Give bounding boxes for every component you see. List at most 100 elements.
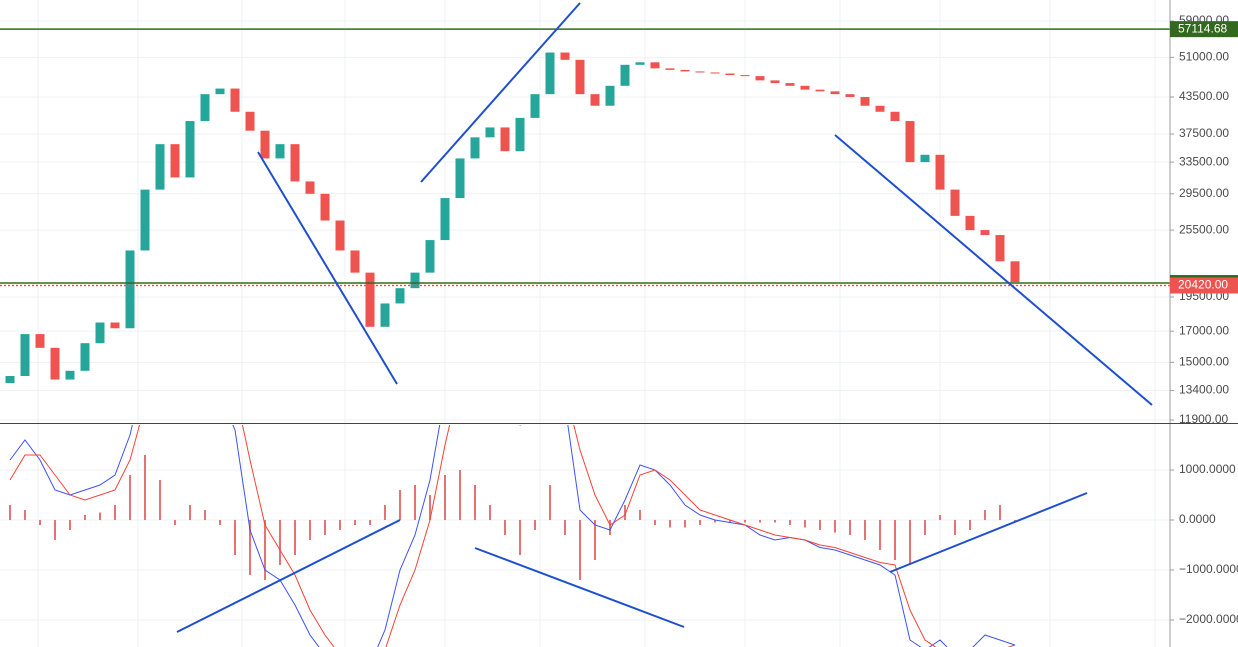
candle-body [995,235,1005,262]
histogram-bar [849,520,851,535]
candle-body [785,83,795,86]
histogram-bar [519,520,521,555]
histogram-bar [1014,520,1016,521]
histogram-bar [339,520,341,530]
candle-body [155,144,165,190]
candle-body [455,158,465,199]
candle-body [710,72,720,74]
histogram-bar [489,505,491,520]
histogram-bar [399,490,401,520]
trend-line [420,2,581,183]
histogram-bar [594,520,596,560]
histogram-bar [459,470,461,520]
candle-body [365,272,375,327]
histogram-bar [654,520,656,525]
candle-body [725,73,735,76]
candle-body [770,80,780,84]
histogram-bar [939,515,941,520]
histogram-bar [324,520,326,535]
axis-background [1170,0,1238,647]
histogram-bar [264,520,266,580]
candle-body [980,230,990,236]
candle-body [695,71,705,73]
candle-body [185,121,195,178]
histogram-bar [804,520,806,528]
histogram-bar [639,510,641,520]
candle-body [65,370,75,380]
y-tick-label: −2000.0000 [1179,612,1238,626]
histogram-bar [624,505,626,520]
trend-lines [176,2,1153,633]
price-label-box [1170,277,1238,294]
y-tick-label: 1000.0000 [1179,462,1236,476]
histogram-bar [474,485,476,520]
candle-body [1010,261,1020,283]
histogram-bar [699,520,701,525]
histogram-bar [144,455,146,520]
candle-body [200,94,210,122]
y-tick-label: 29500.00 [1179,186,1229,200]
candle-body [830,91,840,95]
candle-body [425,240,435,273]
y-tick-label: 13400.00 [1179,383,1229,397]
candle-body [590,94,600,106]
histogram-bar [429,495,431,520]
y-tick-label: 25500.00 [1179,222,1229,236]
candle-body [230,88,240,112]
candle-body [350,250,360,273]
histogram-bar [819,520,821,530]
histogram-bar [54,520,56,540]
candle-body [755,76,765,81]
macd-line [9,425,1016,647]
histogram-bar [774,520,776,523]
price-label-box [1170,21,1238,38]
macd-line [9,425,1016,647]
candle-body [545,52,555,95]
candle-body [530,94,540,118]
candle-body [305,181,315,194]
histogram-bar [84,515,86,520]
candle-body [20,334,30,377]
histogram-bar [129,475,131,520]
histogram-bar [894,520,896,560]
histogram-bar [759,520,761,523]
candle-body [275,144,285,159]
macd-pane [0,425,1170,647]
candle-body [5,376,15,384]
histogram-bar [924,520,926,535]
histogram-bar [234,520,236,555]
histogram-bar [39,520,41,525]
candle-body [515,117,525,152]
histogram-bar [909,520,911,565]
histogram-bar [444,475,446,520]
candle-body [440,198,450,241]
candle-body [965,215,975,231]
trend-line [257,151,398,385]
histogram-bar [534,520,536,530]
candle-body [935,154,945,190]
y-tick-label: 11900.00 [1179,412,1228,426]
candle-body [740,75,750,77]
histogram-bar [744,520,746,523]
candle-body [395,288,405,304]
candle-body [500,127,510,152]
candle-body [800,85,810,90]
candle-body [920,154,930,163]
candle-body [95,322,105,344]
histogram-bar [984,510,986,520]
candle-body [80,343,90,371]
candle-body [605,85,615,106]
candle-body [950,189,960,216]
candle-body [380,303,390,327]
histogram-bar [864,520,866,540]
y-tick-label: 33500.00 [1179,154,1229,168]
price-pane [0,20,1170,421]
histogram-bar [549,485,551,520]
histogram-bar [504,520,506,535]
histogram-bar [9,505,11,520]
candle-body [260,130,270,159]
trend-line [834,134,1153,406]
price-label: 57114.68 [1178,21,1227,35]
candle-body [170,144,180,178]
candle-body [35,334,45,348]
